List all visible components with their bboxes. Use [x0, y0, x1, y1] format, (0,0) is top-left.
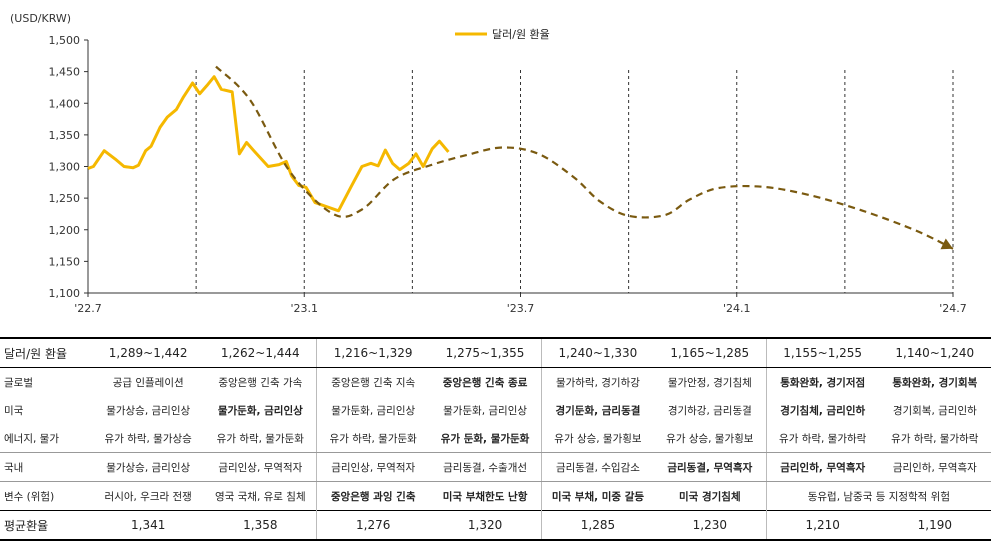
legend-label: 달러/원 환율 — [492, 28, 550, 41]
table-cell: 러시아, 우크라 전쟁 — [104, 490, 192, 503]
table-cell: 통화완화, 경기회복 — [892, 376, 978, 389]
table-cell: 중앙은행 긴축 종료 — [442, 376, 528, 389]
table-cell: 경기회복, 금리인하 — [892, 404, 977, 417]
table-cell: 금리인상, 무역적자 — [204, 452, 317, 482]
table-cell: 경기침체, 금리인하 — [765, 396, 879, 424]
table-cell: 물가둔화, 금리인상 — [217, 404, 303, 417]
table-cell: 공급 인플레이션 — [112, 376, 184, 389]
table-cell: 금리동결, 무역흑자 — [653, 452, 767, 482]
row-label: 글로벌 — [4, 376, 33, 389]
row-label: 평균환율 — [0, 510, 92, 541]
range-cell: 1,240~1,330 — [540, 337, 654, 368]
x-tick-label: '24.7 — [939, 302, 967, 315]
table-cell: 금리동결, 수출개선 — [429, 452, 542, 482]
chart-axes: 1,100 1,150 1,200 1,250 1,300 1,350 1,400 1,450… — [49, 34, 967, 315]
table-cell: 중앙은행 긴축 가속 — [218, 376, 303, 389]
row-label: 에너지, 물가 — [0, 424, 92, 453]
range-cell: 1,289~1,442 — [92, 337, 205, 368]
table-cell: 금리인하, 무역흑자 — [765, 452, 879, 482]
row-label: 국내 — [0, 452, 92, 482]
table-cell: 유가 하락, 물가하락 — [878, 424, 991, 453]
range-cell: 1,140~1,240 — [878, 337, 991, 368]
x-tick-label: '23.7 — [507, 302, 535, 315]
forecast-series-line — [215, 65, 954, 250]
outlook-summary-table: 달러/원 환율 1,289~1,442 1,262~1,444 1,216~1,… — [0, 337, 991, 541]
range-cell: 1,216~1,329 — [316, 337, 430, 368]
period-divider-lines — [195, 70, 954, 293]
table-cell: 경기둔화, 금리동결 — [540, 396, 654, 424]
y-tick-label: 1,300 — [49, 161, 81, 174]
table-cell: 미국 부채, 미중 갈등 — [540, 481, 654, 511]
exchange-rate-chart: 1,100 1,150 1,200 1,250 1,300 1,350 1,400 1,450… — [10, 12, 967, 315]
table-cell: 영국 국채, 유로 침체 — [214, 490, 306, 503]
y-tick-label: 1,350 — [49, 129, 81, 142]
y-axis-unit-label: (USD/KRW) — [10, 12, 71, 25]
table-cell: 물가안정, 경기침체 — [667, 376, 752, 389]
y-tick-label: 1,400 — [49, 97, 81, 110]
table-row-global: 글로벌 공급 인플레이션 중앙은행 긴축 가속 중앙은행 긴축 지속 중앙은행 … — [0, 367, 991, 396]
table-row-domestic: 국내 물가상승, 금리인상 금리인상, 무역적자 금리인상, 무역적자 금리동결… — [0, 452, 991, 482]
range-cell: 1,275~1,355 — [429, 337, 542, 368]
table-cell: 금리인상, 무역적자 — [316, 452, 430, 482]
table-cell: 금리인하, 무역흑자 — [878, 452, 991, 482]
x-tick-label: '24.1 — [723, 302, 751, 315]
table-cell: 중앙은행 긴축 지속 — [316, 367, 430, 396]
table-cell: 미국 부채한도 난항 — [442, 490, 528, 503]
table-cell: 미국 경기침체 — [679, 490, 741, 503]
range-cell: 1,155~1,255 — [765, 337, 879, 368]
y-tick-label: 1,250 — [49, 192, 81, 205]
table-cell: 유가 상승, 물가횡보 — [653, 424, 767, 453]
table-cell: 유가 상승, 물가횡보 — [540, 424, 654, 453]
x-tick-label: '22.7 — [74, 302, 102, 315]
forecast-arrowhead — [940, 238, 953, 250]
table-cell: 물가둔화, 금리인상 — [316, 396, 430, 424]
table-cell: 유가 둔화, 물가둔화 — [429, 424, 542, 453]
average-cell: 1,320 — [429, 510, 542, 541]
table-cell: 중앙은행 과잉 긴축 — [316, 481, 430, 511]
table-cell: 물가둔화, 금리인상 — [443, 404, 528, 417]
range-cell: 1,262~1,444 — [204, 337, 317, 368]
table-cell: 경기하강, 금리동결 — [667, 404, 752, 417]
table-row-risk-variables: 변수 (위험) 러시아, 우크라 전쟁 영국 국채, 유로 침체 중앙은행 과잉… — [0, 481, 991, 511]
actual-series-line — [87, 75, 450, 213]
table-row-energy-prices: 에너지, 물가 유가 하락, 물가상승 유가 하락, 물가둔화 유가 하락, 물… — [0, 424, 991, 453]
table-cell: 금리동결, 수입감소 — [540, 452, 654, 482]
row-label: 달러/원 환율 — [0, 337, 92, 368]
series-layer — [87, 65, 954, 250]
average-cell: 1,285 — [540, 510, 654, 541]
average-cell: 1,210 — [765, 510, 879, 541]
average-cell: 1,276 — [316, 510, 430, 541]
average-cell: 1,358 — [204, 510, 317, 541]
average-cell: 1,341 — [92, 510, 205, 541]
table-cell: 통화완화, 경기저점 — [765, 367, 879, 396]
average-cell: 1,190 — [878, 510, 991, 541]
table-cell: 물가하락, 경기하강 — [540, 367, 654, 396]
legend: 달러/원 환율 — [455, 28, 550, 41]
table-cell: 동유럽, 남중국 등 지정학적 위험 — [765, 481, 991, 511]
table-row-average-rate: 평균환율 1,341 1,358 1,276 1,320 1,285 1,230… — [0, 510, 991, 541]
table-cell: 물가상승, 금리인상 — [106, 404, 191, 417]
y-tick-label: 1,500 — [49, 34, 81, 47]
average-cell: 1,230 — [653, 510, 767, 541]
table-cell: 유가 하락, 물가상승 — [92, 424, 205, 453]
y-tick-label: 1,150 — [49, 255, 81, 268]
table-cell: 유가 하락, 물가하락 — [765, 424, 879, 453]
row-label: 변수 (위험) — [4, 490, 55, 503]
y-tick-label: 1,100 — [49, 287, 81, 300]
row-label: 미국 — [4, 404, 24, 417]
table-cell: 유가 하락, 물가둔화 — [204, 424, 317, 453]
range-cell: 1,165~1,285 — [653, 337, 767, 368]
y-tick-label: 1,200 — [49, 224, 81, 237]
table-row-us: 미국 물가상승, 금리인상 물가둔화, 금리인상 물가둔화, 금리인상 물가둔화… — [0, 396, 991, 424]
table-row-exchange-rate: 달러/원 환율 1,289~1,442 1,262~1,444 1,216~1,… — [0, 337, 991, 368]
y-tick-label: 1,450 — [49, 66, 81, 79]
x-tick-label: '23.1 — [290, 302, 318, 315]
table-cell: 물가상승, 금리인상 — [92, 452, 205, 482]
table-cell: 유가 하락, 물가둔화 — [316, 424, 430, 453]
